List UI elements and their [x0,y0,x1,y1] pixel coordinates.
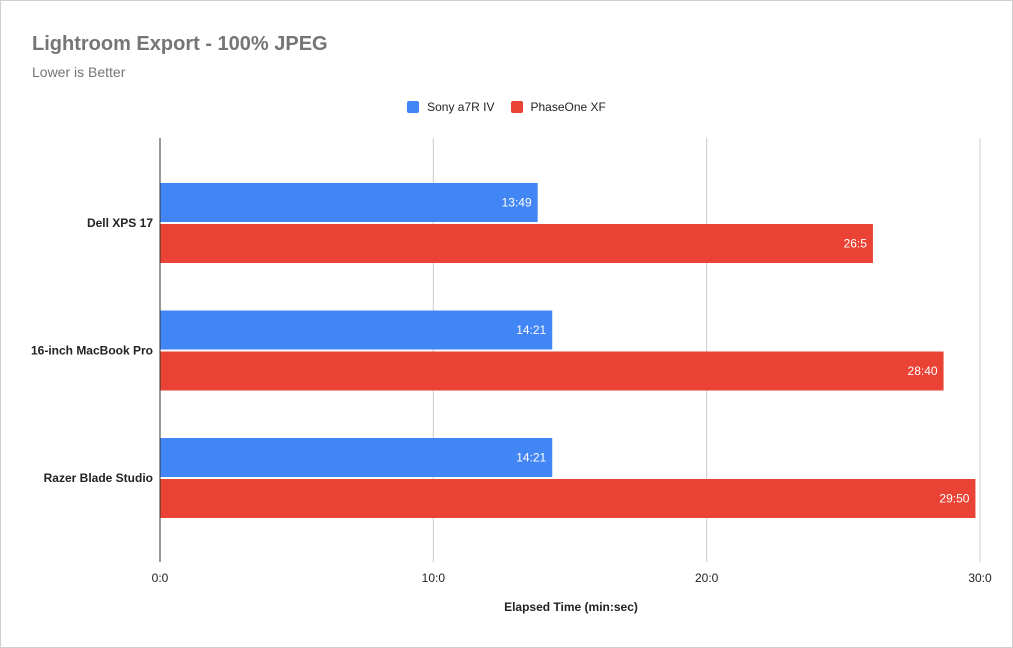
legend-swatch-phaseone [510,101,523,113]
chart-subtitle: Lower is Better [32,64,126,80]
data-label-0-2: 14:21 [516,451,546,465]
x-tick-label-3: 30:0 [968,571,992,585]
data-label-0-1: 14:21 [516,323,546,337]
data-label-1-0: 26:5 [844,237,868,251]
bar-1-0 [160,224,873,263]
x-tick-label-1: 10:0 [422,571,446,585]
bar-0-2 [160,438,553,477]
bar-1-1 [160,351,944,391]
chart-title: Lightroom Export - 100% JPEG [32,33,328,55]
legend-item-phaseone[interactable]: PhaseOne XF [510,100,606,114]
legend-label-sony: Sony a7R IV [427,100,495,114]
y-category-label-2: Razer Blade Studio [44,471,153,485]
y-category-label-1: 16-inch MacBook Pro [31,344,153,358]
x-axis-title: Elapsed Time (min:sec) [504,600,638,614]
legend-swatch-sony [407,101,420,113]
bar-0-0 [160,183,538,222]
legend-item-sony[interactable]: Sony a7R IV [407,100,495,114]
data-label-1-1: 28:40 [908,364,938,378]
x-tick-label-0: 0:0 [152,571,169,585]
legend-label-phaseone: PhaseOne XF [530,100,606,114]
data-label-0-0: 13:49 [502,196,532,210]
bar-0-1 [160,310,553,350]
y-category-label-0: Dell XPS 17 [87,216,153,230]
bar-1-2 [160,479,976,518]
chart-legend: Sony a7R IV PhaseOne XF [0,100,1013,114]
x-tick-label-2: 20:0 [695,571,719,585]
data-label-1-2: 29:50 [939,492,969,506]
